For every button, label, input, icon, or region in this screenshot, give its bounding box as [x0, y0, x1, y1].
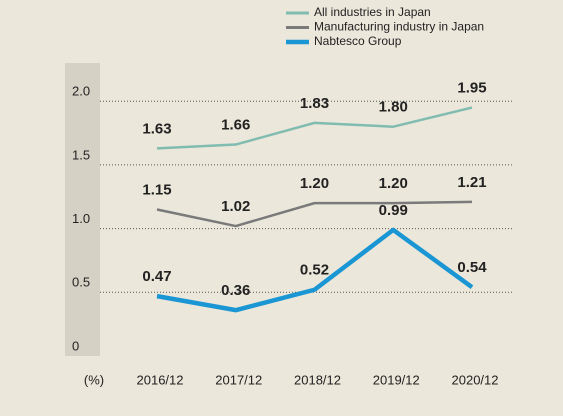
x-tick-label: 2020/12: [452, 372, 499, 387]
y-tick-label: 0.5: [72, 275, 90, 290]
data-label: 0.99: [379, 202, 408, 219]
line: [156, 227, 474, 313]
y-tick-label: 1.0: [72, 211, 90, 226]
y-tick-label: 2.0: [72, 84, 90, 99]
data-label: 1.83: [300, 95, 329, 112]
legend-label: Nabtesco Group: [314, 34, 402, 48]
data-label: 0.47: [142, 268, 171, 285]
y-tick-label: 1.5: [72, 147, 90, 162]
data-label: 0.52: [300, 262, 329, 279]
data-label: 1.66: [221, 116, 250, 133]
line: [156, 200, 473, 228]
data-label: 0.54: [457, 259, 487, 276]
data-label: 1.21: [457, 174, 486, 191]
x-tick-label: 2017/12: [215, 372, 262, 387]
data-label: 1.63: [142, 120, 171, 137]
x-tick-label: 2018/12: [294, 372, 341, 387]
data-label: 1.15: [142, 181, 171, 198]
x-tick-label: 2016/12: [137, 372, 184, 387]
legend-label: All industries in Japan: [314, 5, 431, 19]
data-label: 1.20: [300, 175, 329, 192]
data-label: 1.80: [379, 99, 408, 116]
x-tick-label: 2019/12: [373, 372, 420, 387]
data-label: 0.36: [221, 282, 250, 299]
line: [156, 106, 473, 150]
axis-band: [65, 63, 100, 356]
y-tick-label: 0: [72, 338, 79, 353]
y-axis-label: (%): [84, 372, 104, 387]
legend-label: Manufacturing industry in Japan: [314, 20, 484, 34]
data-label: 1.20: [379, 175, 408, 192]
data-label: 1.02: [221, 198, 250, 215]
data-label: 1.95: [457, 80, 486, 97]
